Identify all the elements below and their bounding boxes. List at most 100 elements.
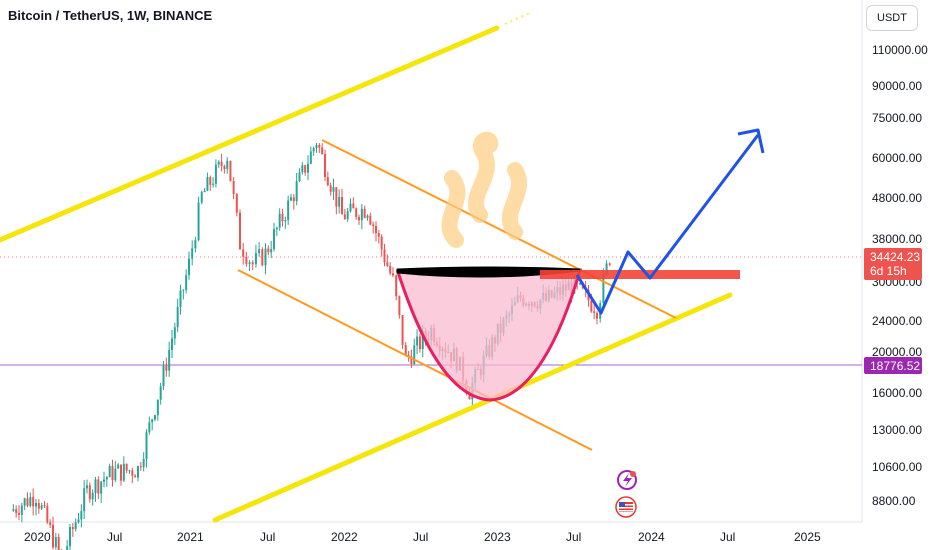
candle-body — [18, 512, 20, 515]
candle-body — [258, 249, 261, 254]
candle-body — [377, 233, 380, 237]
candle-body — [29, 496, 32, 506]
candle-body — [217, 161, 220, 165]
candle-body — [398, 296, 401, 316]
falling-channel-upper — [321, 139, 677, 319]
candle-body — [254, 253, 257, 265]
candle-body — [267, 248, 270, 253]
flash-event-icon[interactable] — [617, 470, 637, 490]
current-price-badge — [864, 248, 922, 280]
time-tick: 2022 — [331, 530, 358, 544]
candle-body — [261, 249, 264, 266]
candle-body — [37, 502, 40, 509]
candle-body — [188, 258, 190, 276]
candle-body — [416, 336, 419, 346]
currency-selector[interactable]: USDT — [866, 5, 918, 31]
candle-body — [35, 502, 37, 507]
candle-body — [159, 386, 162, 400]
candle-body — [168, 349, 171, 371]
time-tick: Jul — [413, 530, 428, 544]
candle-body — [324, 153, 326, 178]
candle-body — [176, 306, 179, 328]
candle-body — [100, 481, 103, 494]
projection-arrowhead — [737, 128, 765, 154]
candle-body — [139, 466, 142, 468]
candle-body — [602, 273, 605, 304]
candle-body — [111, 465, 114, 481]
candle-body — [173, 327, 176, 339]
candle-body — [197, 202, 200, 241]
price-tick: 110000.00 — [872, 43, 928, 57]
candle-body — [23, 498, 26, 506]
upper-channel-line — [0, 25, 500, 243]
time-axis[interactable]: 2020 Jul 2021 Jul 2022 Jul 2023 Jul 2024… — [24, 530, 821, 544]
candle-body — [54, 536, 57, 548]
candle-body — [12, 509, 15, 511]
candle-body — [383, 249, 386, 263]
candle-body — [46, 505, 49, 523]
candle-body — [360, 208, 363, 221]
candle-body — [220, 161, 223, 167]
candle-body — [290, 197, 292, 201]
candle-body — [77, 519, 80, 523]
price-axis[interactable]: 110000.00 90000.00 75000.00 60000.00 480… — [864, 43, 928, 508]
time-tick: 2025 — [794, 530, 821, 544]
candle-body — [372, 224, 375, 226]
time-tick: Jul — [566, 530, 581, 544]
candle-body — [321, 147, 324, 154]
price-tick: 13000.00 — [872, 423, 922, 437]
candle-body — [212, 183, 215, 185]
time-tick: 2020 — [24, 530, 51, 544]
candle-body — [329, 185, 332, 192]
candle-body — [349, 203, 352, 212]
candle-body — [287, 200, 290, 221]
candle-body — [165, 365, 168, 371]
candle-body — [122, 463, 125, 481]
time-tick: 2023 — [484, 530, 511, 544]
candle-body — [66, 546, 69, 550]
candle-body — [26, 498, 29, 506]
candle-body — [232, 181, 235, 195]
symbol-title: Bitcoin / TetherUS, 1W, BINANCE — [8, 8, 213, 23]
price-tick: 75000.00 — [872, 111, 922, 125]
candle-body — [80, 511, 83, 520]
candle-body — [242, 249, 245, 257]
candle-body — [86, 485, 88, 489]
candle-body — [380, 236, 383, 250]
cup-lid — [396, 266, 581, 278]
candle-body — [125, 463, 128, 471]
candle-body — [154, 415, 156, 420]
candle-body — [57, 536, 60, 550]
candle-body — [32, 496, 35, 507]
candle-body — [182, 289, 185, 291]
candle-body — [245, 256, 248, 265]
candle-body — [40, 505, 43, 509]
candle-body — [275, 227, 278, 230]
time-tick: 2024 — [638, 530, 665, 544]
candle-body — [395, 275, 398, 297]
countdown-label: 6d 15h — [870, 264, 907, 278]
candle-body — [590, 300, 593, 312]
candle-body — [298, 172, 301, 182]
candle-body — [15, 509, 18, 513]
candle-body — [248, 262, 251, 265]
candle-body — [83, 488, 86, 512]
candle-body — [318, 144, 321, 148]
candle-body — [128, 470, 131, 472]
candle-body — [179, 290, 182, 307]
candle-body — [312, 148, 315, 152]
candle-body — [410, 356, 413, 364]
projection-path — [575, 134, 760, 315]
candle-body — [49, 522, 52, 525]
upper-channel-extension — [504, 11, 533, 25]
candle-body — [292, 197, 295, 202]
candle-body — [295, 181, 298, 202]
candle-body — [264, 248, 267, 266]
candle-body — [131, 470, 134, 476]
price-tick: 10600.00 — [872, 460, 922, 474]
candle-body — [91, 492, 94, 500]
us-flag-event-icon[interactable] — [615, 496, 637, 518]
candle-body — [97, 479, 100, 494]
candle-body — [363, 208, 366, 218]
